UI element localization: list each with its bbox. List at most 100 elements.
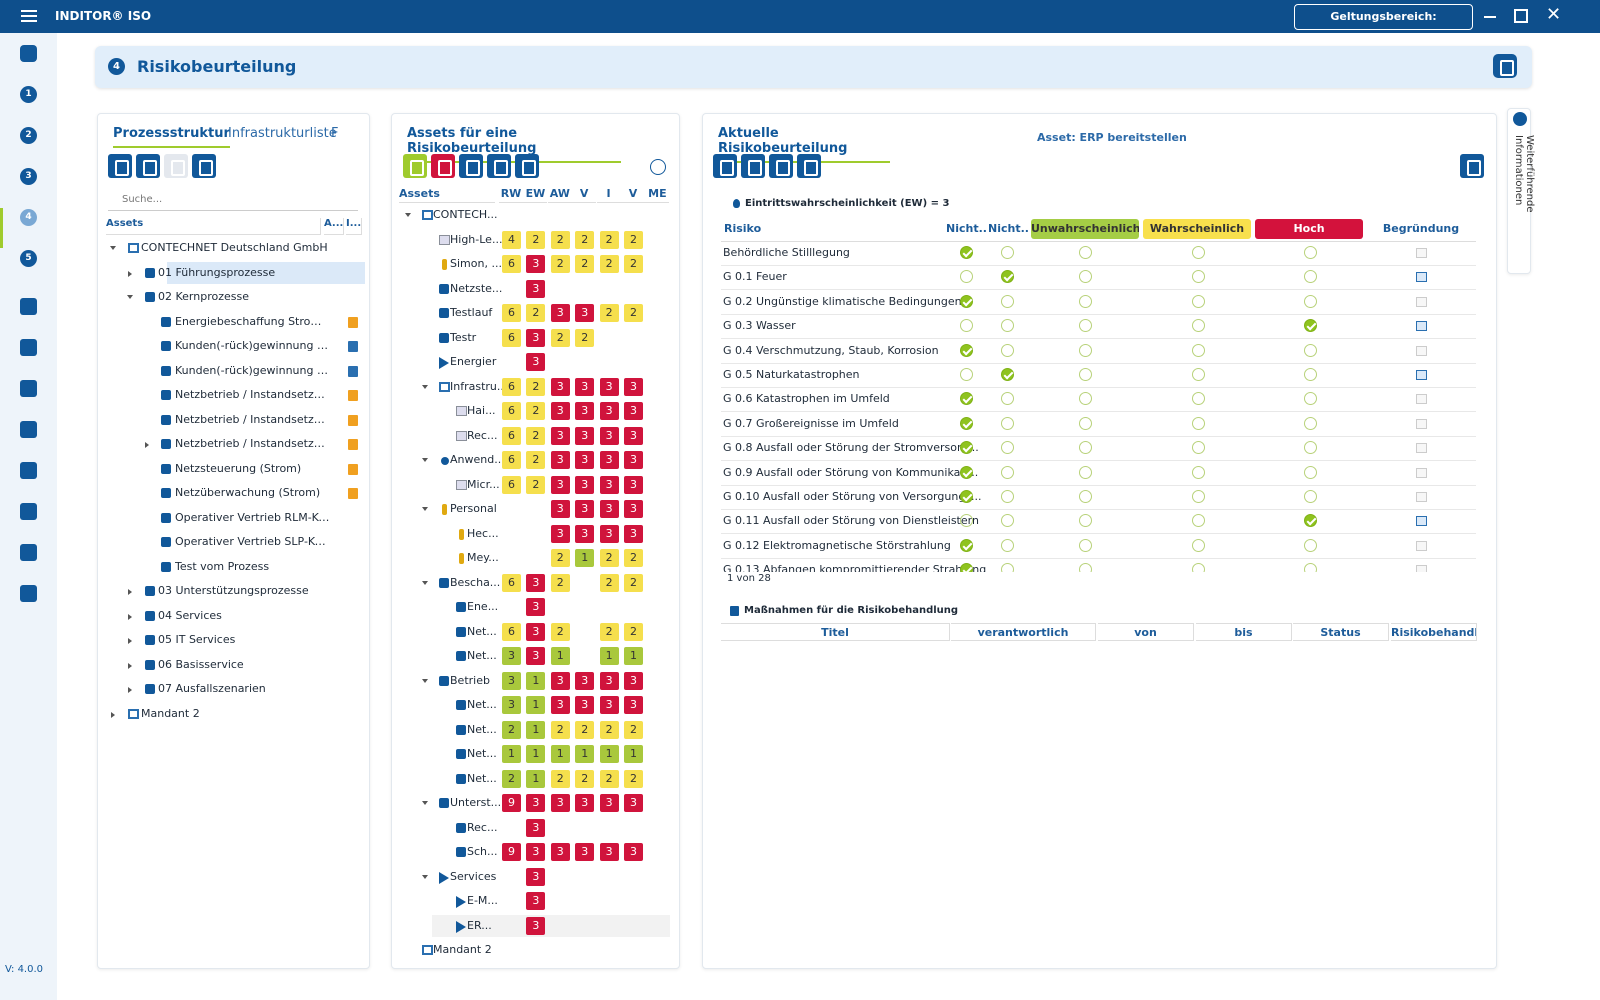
justification-icon[interactable] bbox=[1416, 540, 1427, 551]
justification-icon[interactable] bbox=[1416, 516, 1427, 527]
rating-option[interactable] bbox=[1304, 465, 1317, 479]
expander[interactable] bbox=[405, 213, 411, 217]
expander[interactable] bbox=[128, 638, 132, 644]
justification-icon[interactable] bbox=[1416, 345, 1427, 356]
rating-option[interactable] bbox=[960, 490, 973, 503]
asset-node[interactable]: Hec... bbox=[467, 526, 499, 540]
step-nav[interactable]: 1 bbox=[20, 86, 37, 103]
toolbar-button[interactable] bbox=[797, 154, 821, 178]
nav-icon[interactable] bbox=[20, 544, 37, 561]
rating-option[interactable] bbox=[960, 416, 973, 430]
rating-option[interactable] bbox=[1079, 392, 1092, 406]
nav-icon[interactable] bbox=[20, 339, 37, 356]
expander[interactable] bbox=[422, 384, 428, 389]
nav-icon[interactable] bbox=[20, 380, 37, 397]
rating-option[interactable] bbox=[1304, 416, 1317, 430]
tree-node[interactable]: 02 Kernprozesse bbox=[158, 290, 249, 303]
rating-option[interactable] bbox=[1001, 441, 1014, 455]
expander[interactable] bbox=[422, 678, 428, 683]
justification-icon[interactable] bbox=[1416, 248, 1427, 258]
nav-icon[interactable] bbox=[20, 585, 37, 602]
rating-option[interactable] bbox=[1304, 319, 1317, 333]
rating-option[interactable] bbox=[1001, 514, 1014, 528]
rating-option[interactable] bbox=[1079, 246, 1092, 259]
tree-node[interactable]: Test vom Prozess bbox=[175, 559, 270, 573]
rating-option[interactable] bbox=[960, 465, 973, 479]
asset-node[interactable]: Mey... bbox=[467, 551, 499, 564]
justification-icon[interactable] bbox=[1416, 272, 1427, 283]
tree-node[interactable]: Kunden(-rück)gewinnung SLP-Kunden bbox=[175, 363, 331, 377]
expander[interactable] bbox=[128, 662, 132, 669]
toolbar-button[interactable] bbox=[108, 154, 132, 178]
toolbar-button[interactable] bbox=[713, 154, 737, 178]
rating-option[interactable] bbox=[1304, 246, 1317, 259]
rating-option[interactable] bbox=[1192, 343, 1205, 357]
rating-option[interactable] bbox=[1001, 465, 1014, 479]
expander[interactable] bbox=[145, 442, 149, 448]
nav-icon[interactable] bbox=[20, 462, 37, 479]
justification-icon[interactable] bbox=[1416, 321, 1427, 332]
expander[interactable] bbox=[110, 246, 116, 250]
info-button[interactable] bbox=[650, 159, 666, 175]
rating-option[interactable] bbox=[1001, 294, 1014, 308]
search-box[interactable]: Suche... bbox=[108, 194, 358, 211]
rating-option[interactable] bbox=[960, 514, 973, 528]
tree-node[interactable]: Energiebeschaffung Strom & Gas bbox=[175, 314, 331, 328]
rating-option[interactable] bbox=[960, 343, 973, 357]
rating-option[interactable] bbox=[1304, 294, 1317, 308]
justification-icon[interactable] bbox=[1416, 418, 1427, 429]
rating-option[interactable] bbox=[1192, 514, 1205, 528]
toolbar-button[interactable] bbox=[487, 154, 511, 178]
rating-option[interactable] bbox=[960, 538, 973, 552]
rating-option[interactable] bbox=[1079, 563, 1092, 572]
rating-option[interactable] bbox=[1001, 368, 1014, 381]
rating-option[interactable] bbox=[1304, 441, 1317, 455]
step-nav[interactable]: 4 bbox=[20, 209, 37, 226]
rating-option[interactable] bbox=[1001, 563, 1014, 572]
asset-node[interactable]: Services bbox=[450, 869, 497, 883]
rating-option[interactable] bbox=[1304, 514, 1317, 528]
rating-option[interactable] bbox=[1079, 490, 1092, 503]
scope-button[interactable]: Geltungsbereich: Demo_Energie bbox=[1294, 4, 1473, 47]
asset-node[interactable]: Energier bbox=[450, 355, 497, 368]
justification-icon[interactable] bbox=[1416, 467, 1427, 478]
rating-option[interactable] bbox=[1001, 319, 1014, 333]
nav-icon[interactable] bbox=[20, 421, 37, 438]
rating-option[interactable] bbox=[1079, 368, 1092, 381]
rating-option[interactable] bbox=[1192, 392, 1205, 406]
expander[interactable] bbox=[422, 580, 428, 585]
rating-option[interactable] bbox=[1192, 490, 1205, 503]
rating-option[interactable] bbox=[1192, 246, 1205, 259]
rating-option[interactable] bbox=[960, 563, 973, 572]
rating-option[interactable] bbox=[1001, 538, 1014, 552]
rating-option[interactable] bbox=[960, 319, 973, 333]
tree-node[interactable]: Netzüberwachung (Strom) bbox=[175, 486, 321, 499]
toolbar-button[interactable] bbox=[459, 154, 483, 178]
rating-option[interactable] bbox=[1079, 319, 1092, 333]
toolbar-button[interactable] bbox=[403, 154, 427, 178]
expander[interactable] bbox=[127, 295, 133, 299]
rating-option[interactable] bbox=[960, 368, 973, 381]
step-nav[interactable]: 5 bbox=[20, 250, 37, 267]
tree-node[interactable]: 06 Basisservice bbox=[158, 657, 244, 671]
rating-option[interactable] bbox=[1079, 538, 1092, 552]
tree-node[interactable]: 07 Ausfallszenarien bbox=[158, 682, 266, 695]
tree-node[interactable]: 03 Unterstützungsprozesse bbox=[158, 584, 309, 597]
expander[interactable] bbox=[422, 458, 428, 462]
tab[interactable]: F bbox=[331, 126, 339, 141]
rating-option[interactable] bbox=[1079, 416, 1092, 430]
tab[interactable]: Infrastrukturliste bbox=[228, 126, 337, 141]
rating-option[interactable] bbox=[1001, 490, 1014, 503]
menu-button[interactable] bbox=[21, 10, 37, 22]
toolbar-button[interactable] bbox=[164, 154, 188, 178]
tree-node[interactable]: Netzbetrieb / Instandsetzung / Entstörun… bbox=[175, 437, 331, 450]
rating-option[interactable] bbox=[1192, 441, 1205, 455]
rating-option[interactable] bbox=[1192, 368, 1205, 381]
rating-option[interactable] bbox=[960, 246, 973, 259]
justification-icon[interactable] bbox=[1416, 443, 1427, 454]
rating-option[interactable] bbox=[1192, 294, 1205, 308]
tree-node[interactable]: CONTECHNET Deutschland GmbH bbox=[141, 241, 328, 254]
step-nav[interactable]: 2 bbox=[20, 127, 37, 144]
tab[interactable]: Prozessstruktur bbox=[113, 126, 230, 148]
asset-node[interactable]: Rec... bbox=[467, 820, 498, 834]
